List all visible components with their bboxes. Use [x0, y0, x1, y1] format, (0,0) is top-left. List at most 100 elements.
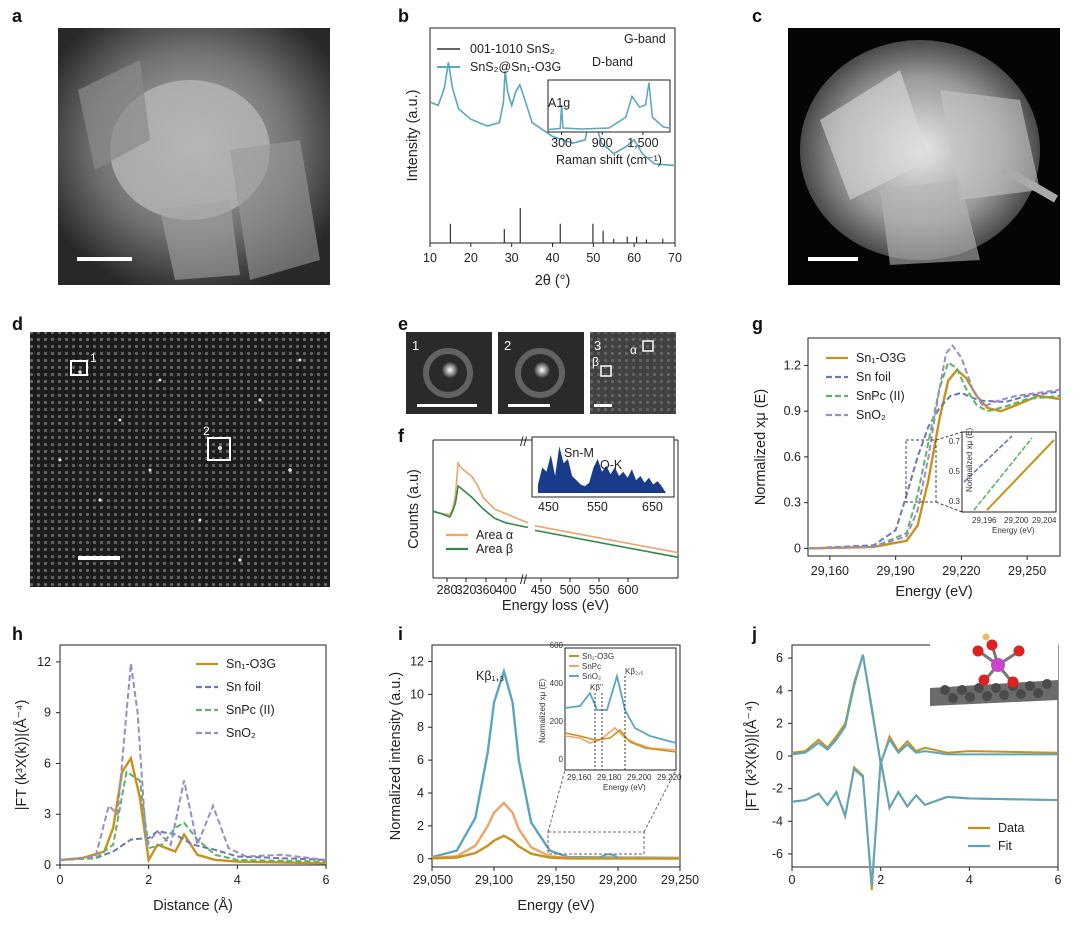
x-tick-label: 6 — [1055, 873, 1062, 887]
y-tick-label: 8 — [417, 720, 424, 734]
x-tick-label: 4 — [966, 873, 973, 887]
eels-line-1 — [432, 484, 529, 529]
inset-x-tick-label: 29,160 — [567, 773, 592, 782]
x-axis-label: Energy loss (eV) — [502, 598, 609, 614]
chart-h-exafs: 0 2 4 6 0 3 6 9 12 Distance (Å) |FT (k³X(k))|(Å⁻⁴)… — [13, 644, 330, 914]
x-tick-label: 450 — [531, 583, 552, 597]
zoom-box — [547, 831, 645, 855]
legend-label: Fit — [998, 839, 1012, 853]
xanes-line-1 — [807, 390, 1061, 550]
y-tick-label: -2 — [772, 782, 783, 796]
x-axis-label: 2θ (°) — [535, 273, 571, 289]
e-label-alpha: α — [630, 343, 637, 357]
annotation-kbeta25: Kβ₂,₅ — [625, 667, 644, 676]
imag-line-1 — [791, 761, 1059, 886]
y-tick-label: 2 — [417, 819, 424, 833]
x-axis-label: Energy (eV) — [517, 898, 594, 914]
x-tick-label: 29,250 — [661, 873, 699, 887]
inset-x-tick-label: 1,500 — [627, 136, 658, 150]
y-tick-label: 0.9 — [784, 404, 801, 418]
y-axis-label: Counts (a.u) — [406, 469, 422, 549]
inset-x-tick-label: 300 — [551, 136, 572, 150]
x-tick-label: 2 — [877, 873, 884, 887]
inset-y-label: Normalized xμ (E) — [538, 678, 547, 743]
x-tick-label: 280 — [437, 583, 458, 597]
legend-label: Sn foil — [856, 370, 891, 384]
micrograph-d: 1 2 — [30, 332, 330, 587]
eels-line-0 — [432, 460, 529, 524]
y-tick-label: 12 — [37, 655, 51, 669]
inset-x-tick-label: 900 — [592, 136, 613, 150]
x-tick-label: 40 — [546, 251, 560, 265]
micrograph-a — [58, 28, 330, 285]
x-tick-label: 29,050 — [413, 873, 451, 887]
y-tick-label: -6 — [772, 847, 783, 861]
x-tick-label: 360 — [476, 583, 497, 597]
zoom-leader — [547, 769, 566, 833]
inset-y-tick-label: 0 — [559, 755, 564, 764]
legend-label: Area α — [476, 528, 513, 542]
molecule-inset — [930, 633, 1058, 706]
xanes-line-2 — [807, 360, 1061, 550]
panel-label-g: g — [752, 314, 763, 334]
y-axis-label: Normalized intensity (a.u.) — [388, 672, 404, 840]
annotation-sn-m: Sn-M — [564, 446, 594, 460]
panel-label-a: a — [12, 6, 23, 26]
y-tick-label: 0.6 — [784, 450, 801, 464]
e-label-3: 3 — [594, 338, 601, 353]
x-tick-label: 29,190 — [877, 564, 915, 578]
e-label-2: 2 — [504, 338, 511, 353]
panel-label-j: j — [751, 624, 757, 644]
x-tick-label: 29,160 — [811, 564, 849, 578]
axis-break: // — [520, 435, 527, 449]
inset-y-label: Normalized xμ (E) — [965, 427, 974, 492]
annotation-d-band: D-band — [592, 55, 633, 69]
ft-line-1 — [59, 830, 327, 861]
inset-x-tick-label: 650 — [642, 500, 663, 514]
x-tick-label: 400 — [496, 583, 517, 597]
inset-legend-label: Sn₁-O3G — [582, 652, 614, 661]
inset-y-tick-label: 600 — [550, 641, 564, 650]
annotation-kbeta-dprime: Kβ'' — [590, 683, 603, 692]
inset-y-tick-label: 400 — [550, 679, 564, 688]
xrd-series-line — [429, 62, 676, 167]
inset-x-tick-label: 29,180 — [597, 773, 622, 782]
ft-line-3 — [59, 663, 327, 861]
y-axis-label: Intensity (a.u.) — [405, 90, 421, 182]
inset-x-tick-label: 29,204 — [1032, 516, 1057, 525]
x-tick-label: 2 — [145, 873, 152, 887]
x-tick-label: 30 — [505, 251, 519, 265]
panel-label-f: f — [398, 426, 405, 446]
y-tick-label: 4 — [776, 684, 783, 698]
roi-label-2: 2 — [203, 424, 210, 438]
inset-line — [986, 439, 1055, 511]
plot-frame — [807, 337, 1061, 557]
panel-label-e: e — [398, 314, 408, 334]
y-axis-label: Normalized xμ (E) — [753, 389, 769, 505]
scale-bar — [78, 556, 120, 560]
panel-label-i: i — [398, 624, 403, 644]
x-tick-label: 550 — [589, 583, 610, 597]
zoom-leader — [643, 769, 677, 833]
raman-line — [547, 82, 671, 131]
inset-x-label: Energy (eV) — [603, 783, 646, 792]
x-tick-label: 29,100 — [475, 873, 513, 887]
inset-legend-label: SnPc — [582, 662, 601, 671]
micrograph-e: 1 2 3 α β — [406, 332, 676, 414]
roi-box-2 — [207, 437, 231, 461]
panel-label-b: b — [398, 6, 409, 26]
annotation-kbeta13: Kβ₁,₃ — [476, 669, 504, 683]
x-tick-label: 29,150 — [537, 873, 575, 887]
legend-label: SnPc (II) — [226, 703, 275, 717]
inset-x-label: Energy (eV) — [992, 526, 1035, 535]
ft-line-2 — [59, 770, 327, 863]
y-tick-label: 2 — [776, 716, 783, 730]
inset-x-tick-label: 450 — [538, 500, 559, 514]
x-tick-label: 50 — [586, 251, 600, 265]
y-tick-label: 1.2 — [784, 358, 801, 372]
eels-tail-0 — [534, 525, 679, 554]
y-tick-label: 0 — [776, 749, 783, 763]
inset-x-tick-label: 550 — [587, 500, 608, 514]
x-tick-label: 0 — [57, 873, 64, 887]
